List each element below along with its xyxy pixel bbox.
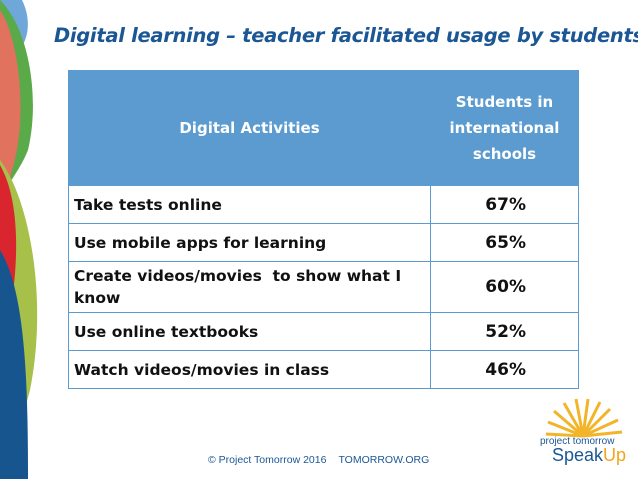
copyright: © Project Tomorrow 2016 bbox=[208, 454, 327, 466]
activity-cell: Use mobile apps for learning bbox=[68, 223, 431, 262]
logo-text: project tomorrow bbox=[540, 436, 615, 447]
activities-table: Digital Activities Students in internati… bbox=[68, 70, 579, 389]
activity-cell: Use online textbooks bbox=[68, 312, 431, 351]
table-row: Use mobile apps for learning 65% bbox=[68, 223, 579, 262]
logo-speak: Speak bbox=[552, 445, 604, 465]
decorative-ribbons bbox=[0, 0, 38, 479]
footer: © Project Tomorrow 2016 TOMORROW.ORG bbox=[208, 454, 429, 466]
header-students: Students in international schools bbox=[430, 70, 579, 186]
table-row: Take tests online 67% bbox=[68, 185, 579, 224]
header-digital-activities: Digital Activities bbox=[68, 70, 431, 186]
value-cell: 52% bbox=[430, 312, 579, 351]
value-cell: 67% bbox=[430, 185, 579, 224]
website: TOMORROW.ORG bbox=[338, 454, 430, 466]
value-cell: 65% bbox=[430, 223, 579, 262]
value-cell: 46% bbox=[430, 350, 579, 389]
slide-title: Digital learning – teacher facilitated u… bbox=[54, 24, 638, 47]
logo-speakup: SpeakUp bbox=[552, 445, 626, 466]
speakup-logo: project tomorrow SpeakUp bbox=[538, 398, 628, 468]
activity-cell: Watch videos/movies in class bbox=[68, 350, 431, 389]
table-row: Use online textbooks 52% bbox=[68, 312, 579, 351]
table-header-row: Digital Activities Students in internati… bbox=[68, 70, 579, 186]
sun-icon bbox=[545, 398, 623, 438]
activity-cell: Create videos/movies to show what I know bbox=[68, 261, 431, 313]
table-row: Create videos/movies to show what I know… bbox=[68, 261, 579, 313]
table-row: Watch videos/movies in class 46% bbox=[68, 350, 579, 389]
activity-cell: Take tests online bbox=[68, 185, 431, 224]
logo-up: Up bbox=[603, 445, 627, 465]
value-cell: 60% bbox=[430, 261, 579, 313]
